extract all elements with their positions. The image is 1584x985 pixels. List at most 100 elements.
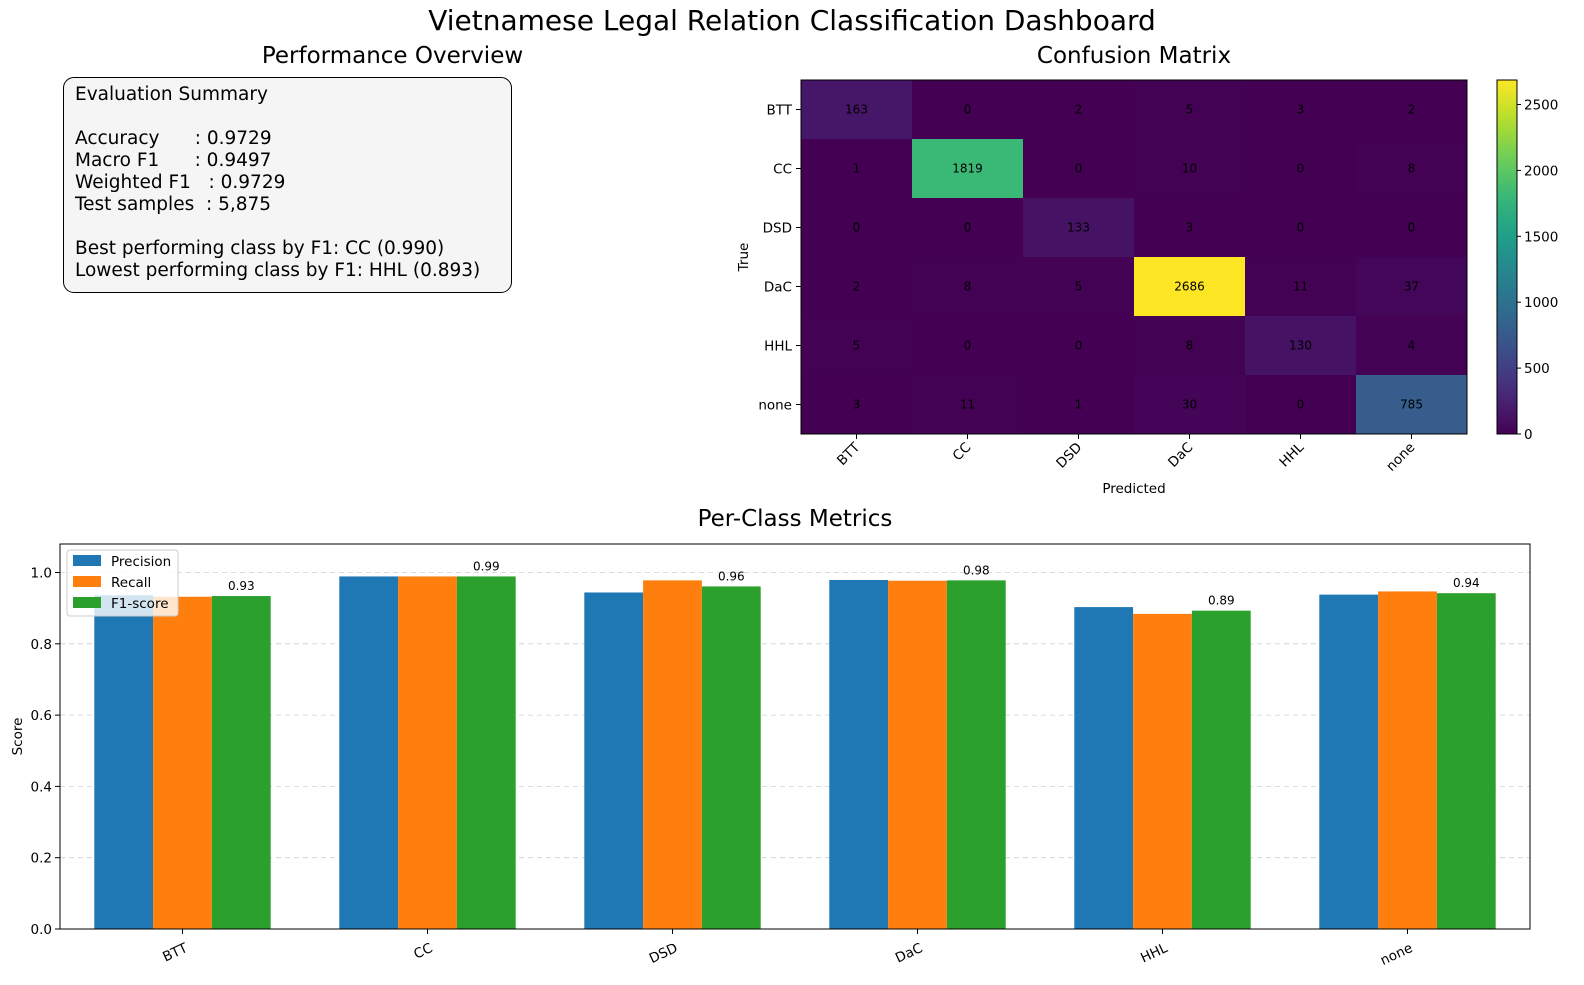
bar-precision: [1319, 594, 1379, 929]
matrix-cell: [801, 139, 913, 199]
summary-line: Weighted F1 : 0.9729: [75, 172, 286, 193]
matrix-cell: [1245, 316, 1357, 376]
bar-f1-score: [701, 586, 761, 929]
matrix-cell-value: 0: [1297, 162, 1305, 176]
bar-precision: [1074, 607, 1134, 929]
matrix-cell-value: 0: [1408, 221, 1416, 235]
bar-recall: [643, 580, 702, 929]
bar-precision: [339, 576, 399, 929]
x-tick-label: BTT: [160, 940, 191, 966]
colorbar-tick-label: 2000: [1524, 163, 1558, 179]
y-tick-label: none: [758, 398, 792, 414]
matrix-cell-value: 10: [1182, 162, 1197, 176]
matrix-cell: [1245, 198, 1357, 258]
bar-recall: [398, 576, 457, 929]
bar-f1-score: [946, 580, 1006, 929]
matrix-cell-value: 2: [1408, 103, 1416, 117]
x-tick-label: HHL: [1138, 940, 1170, 966]
legend-swatch: [73, 555, 101, 566]
matrix-cell: [1023, 139, 1135, 199]
matrix-cell: [1356, 316, 1468, 376]
confusion-matrix-title: Confusion Matrix: [1036, 43, 1232, 69]
matrix-cell: [801, 198, 913, 258]
matrix-cell-value: 785: [1400, 398, 1423, 412]
bar-value-label: 0.99: [473, 559, 500, 573]
y-tick-label: 0.4: [31, 779, 52, 795]
matrix-cell: [912, 139, 1024, 199]
matrix-cell-value: 5: [1075, 280, 1083, 294]
matrix-cell: [1134, 139, 1246, 199]
matrix-cell: [1245, 80, 1357, 140]
matrix-cell: [1134, 198, 1246, 258]
matrix-cell-value: 0: [1297, 398, 1305, 412]
matrix-cell-value: 0: [964, 339, 972, 353]
y-tick-label: 0.2: [31, 851, 52, 867]
matrix-cell: [1245, 375, 1357, 435]
matrix-cell: [801, 80, 913, 140]
matrix-cell-value: 0: [853, 221, 861, 235]
bar-f1-score: [1436, 593, 1496, 929]
matrix-cell-value: 11: [960, 398, 975, 412]
y-tick-label: 0.6: [31, 708, 52, 724]
matrix-cell: [1356, 198, 1468, 258]
bar-value-label: 0.89: [1208, 594, 1235, 608]
summary-line: Lowest performing class by F1: HHL (0.89…: [75, 260, 481, 281]
legend-swatch: [73, 597, 101, 608]
legend-swatch: [73, 576, 101, 587]
matrix-cell: [912, 316, 1024, 376]
bar-value-label: 0.96: [718, 569, 745, 583]
matrix-cell-value: 1: [853, 162, 861, 176]
matrix-cell-value: 8: [1408, 162, 1416, 176]
matrix-cell: [912, 257, 1024, 317]
matrix-cell-value: 8: [1186, 339, 1194, 353]
bar-precision: [94, 595, 154, 929]
matrix-cell-value: 0: [964, 221, 972, 235]
x-tick-label: CC: [411, 940, 435, 962]
colorbar-tick-label: 0: [1524, 427, 1533, 443]
matrix-cell-value: 3: [1297, 103, 1305, 117]
matrix-cell-value: 0: [1075, 162, 1083, 176]
evaluation-summary-text: Evaluation Summary Accuracy : 0.9729 Mac…: [75, 84, 500, 282]
y-tick-label: HHL: [764, 339, 792, 355]
x-tick-label: DSD: [647, 940, 680, 967]
matrix-frame: [800, 79, 1468, 435]
matrix-cell-value: 0: [1075, 339, 1083, 353]
matrix-cell-value: 5: [853, 339, 861, 353]
bar-recall: [888, 580, 947, 929]
matrix-cell: [801, 316, 913, 376]
matrix-cell-value: 5: [1186, 103, 1194, 117]
matrix-cell-value: 30: [1182, 398, 1197, 412]
bar-f1-score: [211, 596, 271, 929]
matrix-cell: [1245, 257, 1357, 317]
matrix-cell-value: 8: [964, 280, 972, 294]
bar-value-label: 0.94: [1453, 576, 1480, 590]
matrix-cell: [1356, 139, 1468, 199]
matrix-cell-value: 0: [964, 103, 972, 117]
matrix-cell: [1134, 375, 1246, 435]
matrix-cell-value: 2686: [1174, 280, 1205, 294]
evaluation-summary-box: Evaluation Summary Accuracy : 0.9729 Mac…: [63, 77, 512, 293]
y-axis-label: True: [736, 243, 752, 273]
bar-value-label: 0.98: [963, 563, 990, 577]
matrix-cell: [1023, 375, 1135, 435]
y-tick-label: 0.8: [31, 637, 52, 653]
bar-recall: [1378, 591, 1437, 929]
bar-f1-score: [1191, 610, 1251, 929]
matrix-cell-value: 3: [853, 398, 861, 412]
matrix-cell: [1023, 257, 1135, 317]
matrix-cell-value: 1819: [952, 162, 983, 176]
y-tick-label: 1.0: [31, 566, 52, 582]
matrix-cell: [1023, 316, 1135, 376]
matrix-cell-value: 11: [1293, 280, 1308, 294]
metrics-chart-title: Per-Class Metrics: [697, 506, 893, 532]
summary-line: Best performing class by F1: CC (0.990): [75, 238, 445, 259]
matrix-cell-value: 37: [1404, 280, 1419, 294]
colorbar: [1496, 79, 1518, 435]
matrix-cell-value: 2: [853, 280, 861, 294]
matrix-cell: [801, 375, 913, 435]
colorbar-tick-label: 1000: [1524, 295, 1558, 311]
matrix-cell-value: 133: [1067, 221, 1090, 235]
confusion-matrix-chart: 163 0 2 5 3 21 1819 0 10 0 80 0 133 3 0 02 8 5 2686 11 375 0 0…: [736, 79, 1558, 497]
legend: Precision Recall F1-score: [66, 549, 179, 617]
